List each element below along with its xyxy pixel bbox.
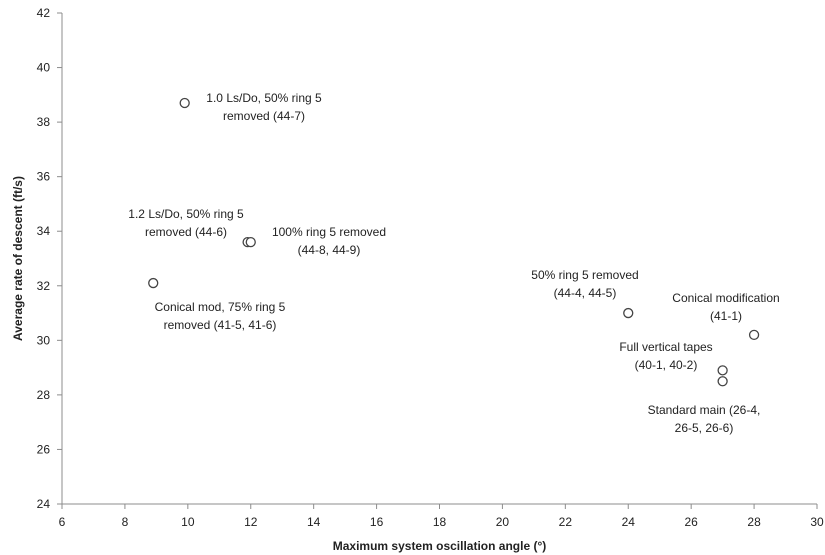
annotation-line: (44-8, 44-9) bbox=[298, 243, 361, 257]
data-point bbox=[718, 377, 727, 386]
annotation-label: 100% ring 5 removed (44-8, 44-9) bbox=[272, 225, 386, 257]
x-tick-label: 28 bbox=[747, 515, 761, 529]
annotation-label: Conical mod, 75% ring 5 removed (41-5, 41… bbox=[155, 300, 286, 332]
x-tick-label: 12 bbox=[244, 515, 258, 529]
x-tick-label: 22 bbox=[559, 515, 573, 529]
annotation-label: Conical modification (41-1) bbox=[672, 291, 779, 323]
annotation-label: 1.0 Ls/Do, 50% ring 5 removed (44-7) bbox=[206, 91, 322, 123]
y-tick-label: 28 bbox=[37, 388, 51, 402]
axes: 24 26 28 30 32 34 36 38 40 42 6 8 10 12 14 16 18 20 22 24 26… bbox=[37, 6, 824, 529]
annotation-line: (41-1) bbox=[710, 309, 742, 323]
y-tick-label: 38 bbox=[37, 115, 51, 129]
annotation-line: Conical modification bbox=[672, 291, 779, 305]
x-tick-label: 20 bbox=[496, 515, 510, 529]
annotation-line: removed (41-5, 41-6) bbox=[164, 318, 277, 332]
data-point bbox=[149, 279, 158, 288]
annotation-line: removed (44-6) bbox=[145, 225, 227, 239]
annotation-label: 1.2 Ls/Do, 50% ring 5 removed (44-6) bbox=[128, 207, 244, 239]
x-tick-label: 30 bbox=[810, 515, 824, 529]
data-point bbox=[718, 366, 727, 375]
annotations: 1.0 Ls/Do, 50% ring 5 removed (44-7) 1.2 L… bbox=[128, 91, 779, 435]
y-tick-label: 32 bbox=[37, 279, 51, 293]
y-tick-label: 40 bbox=[37, 61, 51, 75]
data-point bbox=[246, 238, 255, 247]
y-axis-title: Average rate of descent (ft/s) bbox=[11, 176, 25, 341]
annotation-line: (44-4, 44-5) bbox=[554, 286, 617, 300]
x-tick-label: 8 bbox=[122, 515, 129, 529]
y-tick-label: 34 bbox=[37, 224, 51, 238]
annotation-line: Conical mod, 75% ring 5 bbox=[155, 300, 286, 314]
annotation-line: 1.0 Ls/Do, 50% ring 5 bbox=[206, 91, 322, 105]
x-tick-label: 14 bbox=[307, 515, 321, 529]
x-tick-label: 24 bbox=[622, 515, 636, 529]
x-tick-label: 6 bbox=[59, 515, 66, 529]
annotation-line: Full vertical tapes bbox=[619, 340, 712, 354]
y-tick-label: 26 bbox=[37, 442, 51, 456]
y-tick-label: 24 bbox=[37, 497, 51, 511]
y-tick-label: 36 bbox=[37, 170, 51, 184]
annotation-line: 50% ring 5 removed bbox=[531, 268, 638, 282]
annotation-line: removed (44-7) bbox=[223, 109, 305, 123]
data-point bbox=[624, 309, 633, 318]
x-tick-label: 26 bbox=[684, 515, 698, 529]
annotation-label: 50% ring 5 removed (44-4, 44-5) bbox=[531, 268, 638, 300]
y-tick-label: 30 bbox=[37, 333, 51, 347]
annotation-label: Standard main (26-4, 26-5, 26-6) bbox=[648, 403, 761, 435]
annotation-line: 100% ring 5 removed bbox=[272, 225, 386, 239]
annotation-label: Full vertical tapes (40-1, 40-2) bbox=[619, 340, 712, 372]
x-tick-label: 10 bbox=[181, 515, 195, 529]
annotation-line: 1.2 Ls/Do, 50% ring 5 bbox=[128, 207, 244, 221]
data-point bbox=[750, 330, 759, 339]
annotation-line: Standard main (26-4, bbox=[648, 403, 761, 417]
data-point bbox=[180, 99, 189, 108]
x-tick-label: 18 bbox=[433, 515, 447, 529]
y-tick-label: 42 bbox=[37, 6, 51, 20]
x-tick-label: 16 bbox=[370, 515, 384, 529]
annotation-line: (40-1, 40-2) bbox=[635, 358, 698, 372]
annotation-line: 26-5, 26-6) bbox=[675, 421, 734, 435]
x-axis-title: Maximum system oscillation angle (°) bbox=[333, 539, 547, 553]
